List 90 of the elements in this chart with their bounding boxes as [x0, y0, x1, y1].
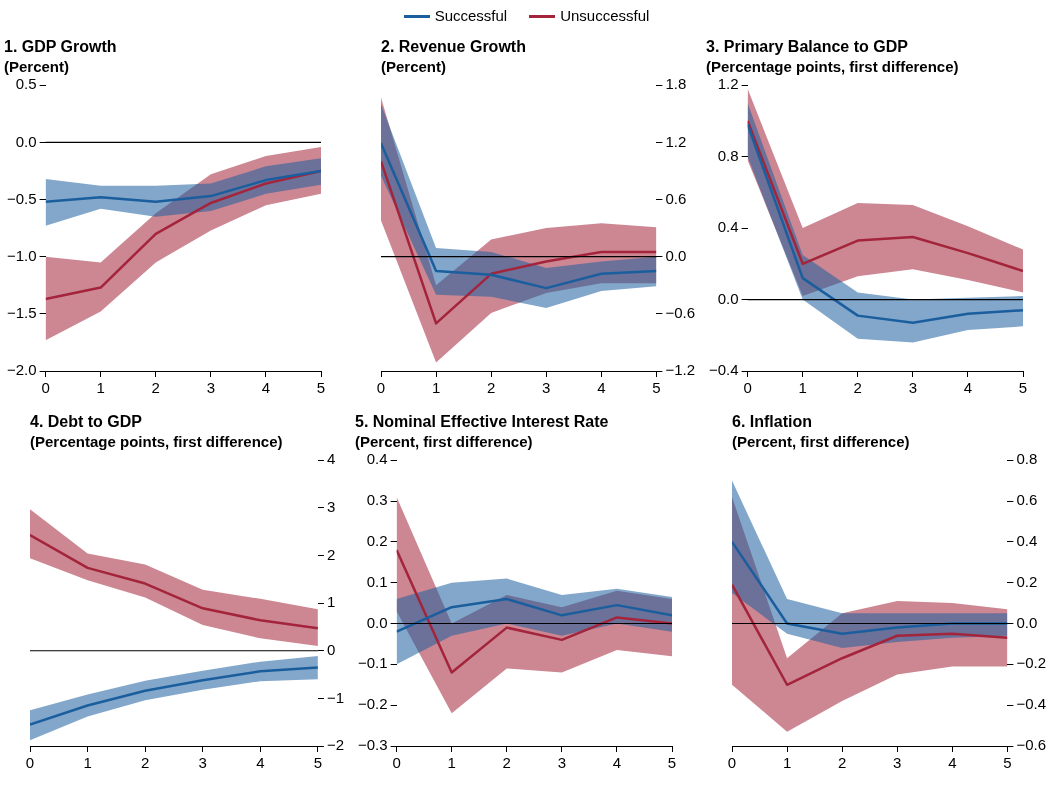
y2-tick-label: 0.8	[1016, 450, 1038, 468]
y2-tick-label: −1.2	[665, 361, 696, 379]
y2-tick-label: 0	[326, 640, 336, 658]
x-tick-label: 4	[963, 379, 973, 397]
x-tick-label: 5	[667, 754, 677, 772]
y-tick-label: 0.2	[366, 532, 388, 549]
chart-title: 6. Inflation	[732, 413, 812, 431]
x-tick-label: 1	[798, 379, 807, 397]
y2-tick-label: 0.0	[665, 246, 687, 264]
x-tick-label: 5	[313, 754, 323, 772]
chart-title: 5. Nominal Effective Interest Rate	[355, 413, 609, 431]
x-tick-label: 4	[256, 754, 265, 772]
y-tick-label: 0.5	[15, 75, 37, 93]
y-tick-label: −0.4	[708, 361, 739, 379]
y2-tick-label: −0.6	[665, 303, 696, 321]
x-tick-label: 1	[96, 379, 105, 397]
x-tick-label: 3	[908, 379, 918, 397]
y-tick-label: 0.0	[717, 289, 739, 307]
y-tick-label: 0.0	[366, 613, 388, 631]
y2-tick-label: 0.6	[1016, 491, 1038, 509]
x-tick-label: 2	[837, 754, 847, 772]
y2-tick-label: −0.6	[1016, 736, 1047, 754]
y2-tick-label: 2	[326, 545, 336, 563]
x-tick-label: 2	[486, 379, 496, 397]
y2-tick-label: −0.2	[1016, 654, 1047, 672]
y2-tick-label: 0.0	[1016, 613, 1038, 631]
x-tick-label: 1	[83, 754, 92, 772]
x-tick-label: 1	[447, 754, 456, 772]
x-tick-label: 5	[652, 379, 661, 397]
y-tick-label: −1.5	[6, 303, 37, 321]
y-tick-label: 0.8	[717, 146, 739, 164]
x-tick-label: 2	[853, 379, 862, 397]
x-tick-label: 3	[557, 754, 567, 772]
y-tick-label: −1.0	[6, 246, 37, 264]
y2-tick-label: 1.8	[665, 75, 687, 93]
x-tick-label: 2	[151, 379, 160, 397]
y-tick-label: −0.5	[6, 189, 37, 207]
x-tick-label: 4	[597, 379, 606, 397]
y-tick-label: −0.1	[357, 654, 388, 672]
y-tick-label: −0.2	[357, 695, 388, 713]
x-tick-label: 4	[948, 754, 957, 772]
x-tick-label: 1	[431, 379, 441, 397]
x-tick-label: 5	[316, 379, 326, 397]
y2-tick-label: −2	[326, 736, 345, 754]
x-tick-label: 5	[1003, 754, 1012, 772]
chart-subtitle: (Percent, first difference)	[732, 433, 910, 451]
legend-label: Successful	[433, 6, 508, 24]
x-tick-label: 3	[198, 754, 207, 772]
x-tick-label: 0	[392, 754, 401, 772]
x-tick-label: 0	[743, 379, 752, 397]
y2-tick-label: 0.6	[665, 189, 687, 207]
x-tick-label: 3	[893, 754, 902, 772]
x-tick-label: 5	[1018, 379, 1028, 397]
y-tick-label: 0.3	[366, 491, 388, 509]
chart-subtitle: (Percent)	[381, 58, 447, 76]
y2-tick-label: −1	[326, 688, 345, 706]
y-tick-label: 1.2	[717, 75, 739, 93]
x-tick-label: 0	[376, 379, 386, 397]
y2-tick-label: 3	[326, 497, 336, 515]
y2-tick-label: 1	[326, 593, 336, 611]
x-tick-label: 3	[542, 379, 551, 397]
y-tick-label: 0.4	[366, 450, 388, 468]
y-tick-label: −2.0	[6, 361, 37, 379]
x-tick-label: 0	[727, 754, 737, 772]
y-tick-label: −0.3	[357, 736, 388, 754]
x-tick-label: 2	[140, 754, 150, 772]
y2-tick-label: 0.4	[1016, 532, 1038, 549]
chart-title: 3. Primary Balance to GDP	[706, 38, 909, 56]
chart-subtitle: (Percentage points, first difference)	[30, 433, 283, 451]
y-tick-label: 0.1	[366, 572, 388, 590]
y2-tick-label: −0.4	[1016, 695, 1047, 713]
chart-subtitle: (Percent)	[4, 58, 70, 76]
chart-title: 2. Revenue Growth	[381, 38, 526, 56]
chart-title: 4. Debt to GDP	[30, 413, 143, 431]
x-tick-label: 2	[502, 754, 511, 772]
chart-subtitle: (Percentage points, first difference)	[706, 58, 959, 76]
y2-tick-label: 0.2	[1016, 572, 1038, 590]
legend-label: Unsuccessful	[559, 6, 650, 24]
x-tick-label: 0	[41, 379, 50, 397]
y-tick-label: 0.4	[717, 218, 739, 236]
y2-tick-label: 4	[326, 450, 336, 468]
y2-tick-label: 1.2	[665, 132, 687, 150]
x-tick-label: 0	[25, 754, 35, 772]
chart-subtitle: (Percent, first difference)	[355, 433, 533, 451]
x-tick-label: 1	[782, 754, 792, 772]
y-tick-label: 0.0	[15, 132, 37, 150]
x-tick-label: 4	[261, 379, 271, 397]
x-tick-label: 4	[612, 754, 622, 772]
chart-title: 1. GDP Growth	[4, 38, 117, 56]
x-tick-label: 3	[206, 379, 216, 397]
